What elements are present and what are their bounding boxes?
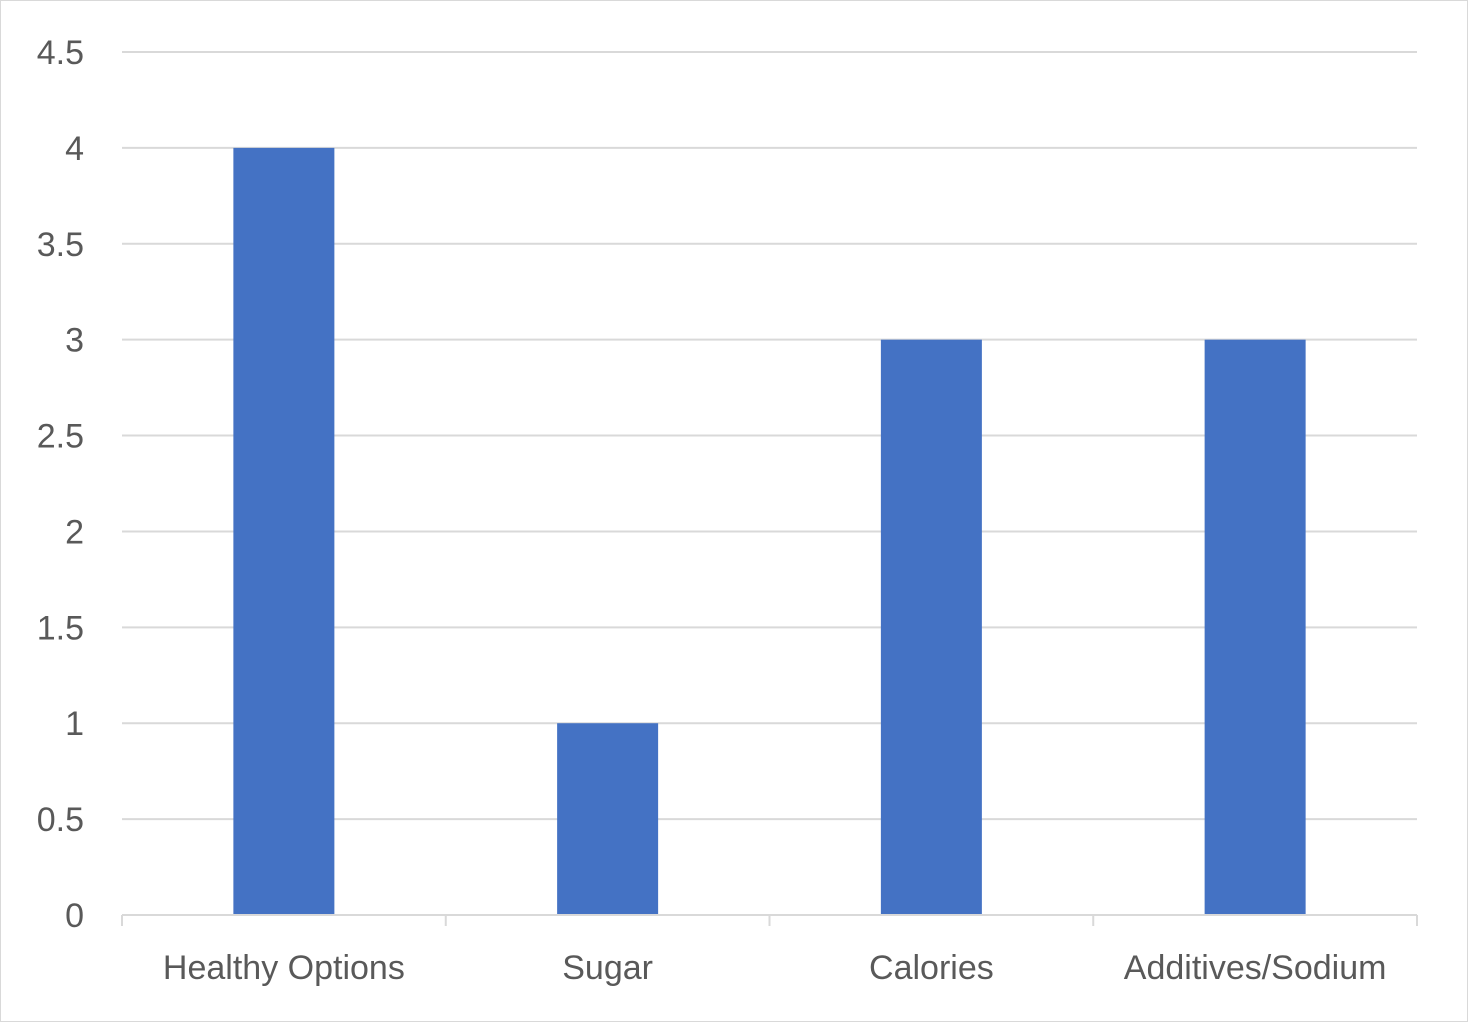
bar-healthy-options xyxy=(233,147,335,915)
x-tick-label: Additives/Sodium xyxy=(1124,949,1387,987)
y-tick-label: 4.5 xyxy=(37,34,84,72)
y-tick-label: 0 xyxy=(65,897,84,935)
x-tick-label: Sugar xyxy=(562,949,653,987)
y-tick-label: 3.5 xyxy=(37,226,84,264)
y-axis-tick-labels: 0 0.5 1 1.5 2 2.5 3 3.5 4 4.5 xyxy=(37,34,84,935)
bar-additives-sodium xyxy=(1204,339,1306,916)
y-tick-label: 2.5 xyxy=(37,418,84,456)
y-tick-label: 1 xyxy=(65,705,84,743)
y-tick-label: 2 xyxy=(65,513,84,551)
gridlines xyxy=(122,51,1417,821)
x-axis-tick-labels: Healthy Options Sugar Calories Additives/So… xyxy=(163,949,1387,987)
y-tick-label: 4 xyxy=(65,130,84,168)
x-axis xyxy=(121,914,1418,926)
y-tick-label: 1.5 xyxy=(37,609,84,647)
x-tick-label: Calories xyxy=(869,949,994,987)
bar-sugar xyxy=(557,723,659,915)
bars xyxy=(233,147,1306,916)
y-tick-label: 0.5 xyxy=(37,801,84,839)
x-tick-label: Healthy Options xyxy=(163,949,405,987)
bar-calories xyxy=(880,339,982,916)
y-tick-label: 3 xyxy=(65,322,84,360)
